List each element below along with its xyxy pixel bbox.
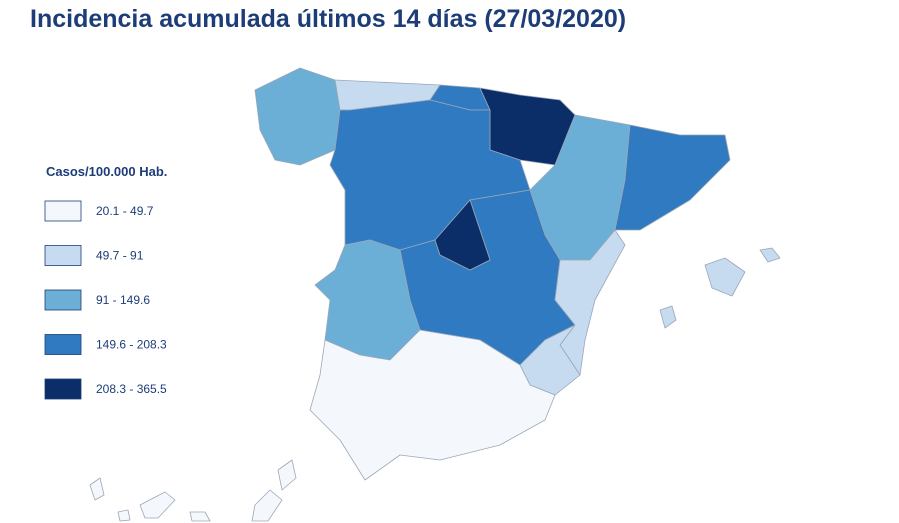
legend-label: 208.3 - 365.5 xyxy=(96,382,167,396)
legend-label: 20.1 - 49.7 xyxy=(96,204,154,218)
legend-swatch xyxy=(44,334,82,355)
legend-swatch xyxy=(44,200,82,222)
legend-swatch xyxy=(44,378,82,400)
region xyxy=(189,511,211,522)
map-title: Incidencia acumulada últimos 14 días (27… xyxy=(30,5,626,33)
legend-swatch xyxy=(44,289,82,311)
map xyxy=(89,67,781,522)
region xyxy=(759,247,781,263)
region xyxy=(614,124,731,231)
legend-label: 149.6 - 208.3 xyxy=(96,338,167,352)
legend-label: 91 - 149.6 xyxy=(96,293,150,307)
region xyxy=(277,459,297,491)
region xyxy=(434,199,491,271)
region xyxy=(139,491,176,519)
region xyxy=(254,67,341,166)
legend: 20.1 - 49.7 49.7 - 91 91 - 149.6 149.6 - 20… xyxy=(44,200,167,400)
legend-swatch xyxy=(44,245,82,266)
region xyxy=(309,329,556,481)
region xyxy=(89,477,105,501)
legend-title: Casos/100.000 Hab. xyxy=(46,164,167,179)
legend-label: 49.7 - 91 xyxy=(96,249,144,263)
region xyxy=(251,489,283,522)
region xyxy=(659,305,677,329)
region xyxy=(704,257,746,297)
region xyxy=(117,509,131,522)
